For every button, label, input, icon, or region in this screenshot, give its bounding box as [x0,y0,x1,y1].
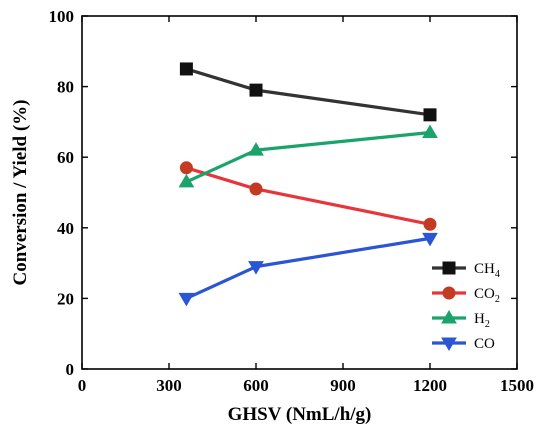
legend-marker [442,286,456,300]
data-point [423,108,437,122]
data-point [422,124,438,138]
legend-marker [442,261,456,275]
legend-label: CO2 [474,286,500,305]
legend-entry: CH4 [432,261,500,280]
x-tick-label: 600 [243,376,269,395]
data-point [423,217,437,231]
series-co [178,232,438,307]
x-tick-label: 1500 [500,376,534,395]
x-tick-label: 900 [330,376,356,395]
x-tick-label: 1200 [413,376,447,395]
series-ch4 [179,62,437,122]
data-point [422,232,438,247]
legend-label: CO [474,336,495,352]
y-tick-label: 80 [57,78,74,97]
data-point [248,261,264,275]
legend-entry: CO2 [432,286,500,305]
series-h2 [178,124,438,188]
data-point [249,182,263,196]
series-line [185,67,431,117]
legend-label: CH4 [474,261,500,280]
data-point [178,292,195,307]
data-point [179,161,193,175]
legend-marker [441,337,457,351]
legend: CH4 CO2 H2 CO [432,261,500,352]
y-tick-label: 100 [49,7,75,26]
legend-marker [441,310,457,324]
plot-area [81,15,518,370]
series-co2 [179,161,437,231]
y-tick-label: 60 [57,148,74,167]
data-point [248,142,264,156]
x-tick-label: 0 [78,376,87,395]
y-axis-title: Conversion / Yield (%) [10,100,31,286]
legend-label: H2 [474,311,490,330]
axes: 0 300 600 900 1200 1500 0 20 40 60 80 100 [49,7,535,395]
series-line [185,166,431,226]
x-tick-label: 300 [156,376,182,395]
data-point [178,173,195,188]
x-axis-title: GHSV (NmL/h/g) [228,404,372,425]
plot-frame [81,15,518,370]
y-tick-label: 20 [57,289,74,308]
data-point [179,62,193,76]
series-line [185,130,431,184]
y-tick-label: 0 [66,360,75,379]
data-point [249,83,263,97]
series-layer [178,62,438,307]
legend-entry: CO [432,336,495,352]
y-tick-label: 40 [57,219,74,238]
series-line [185,236,431,300]
legend-entry: H2 [432,310,490,330]
